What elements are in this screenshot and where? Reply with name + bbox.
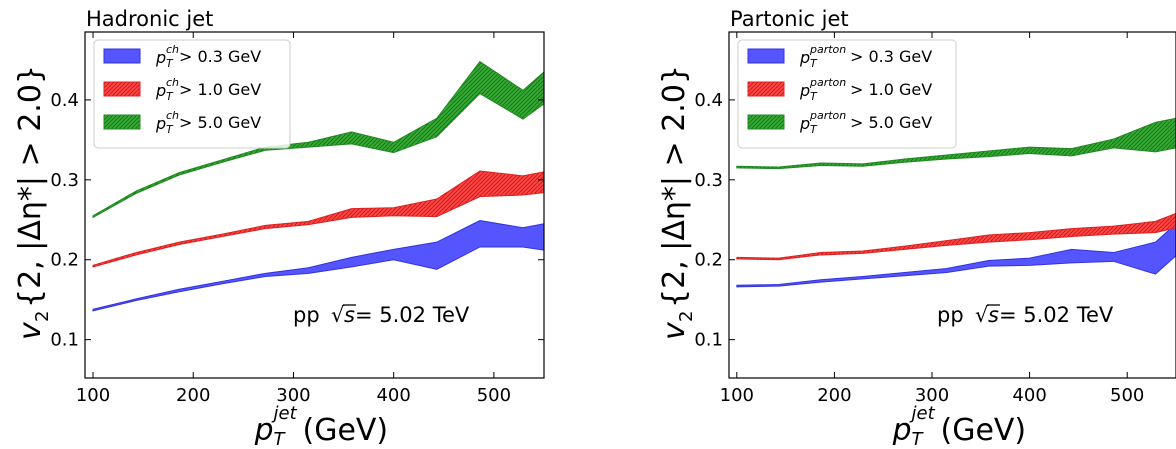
legend-label-sup: ch	[166, 76, 179, 89]
energy-annotation-post: = 5.02 TeV	[999, 303, 1114, 327]
energy-annotation-s: s	[988, 303, 999, 327]
x-tick-label: 100	[76, 385, 110, 406]
x-tick-label: 100	[720, 385, 754, 406]
axes-frame	[728, 31, 1176, 379]
legend-label-base: p	[155, 81, 166, 100]
legend-label-rest: > 5.0 GeV	[179, 113, 261, 132]
legend-label-sub: T	[166, 123, 174, 136]
legend-label-base: p	[799, 48, 810, 67]
chart-title: Partonic jet	[730, 7, 849, 31]
legend-label-sub: T	[810, 57, 818, 70]
x-tick-label: 200	[817, 385, 851, 406]
y-axis-label-sub: 2	[676, 311, 697, 322]
partonic-jet-panel: 100 200 300 400 500 0.1 0.2 0.3 0.4 Partonic jet p…	[657, 7, 1176, 449]
series-band-0	[92, 220, 544, 312]
x-axis-label-unit: (GeV)	[303, 413, 389, 445]
x-axis-label-sup: jet	[271, 403, 298, 424]
legend-swatch-1	[103, 81, 141, 97]
legend-label-base: p	[155, 114, 166, 133]
x-axis-label-main: p	[892, 413, 912, 445]
x-axis-label-sub: T	[274, 429, 287, 445]
x-tick-label: 400	[1012, 385, 1046, 406]
hadronic-jet-panel: 100 200 300 400 500 0.1 0.2 0.3 0.4 Hadronic jet p…	[13, 7, 545, 449]
y-tick-label: 0.1	[50, 330, 79, 351]
legend-label-rest: > 1.0 GeV	[179, 80, 261, 99]
x-tick-label: 500	[1110, 385, 1144, 406]
x-axis-label-unit: (GeV)	[941, 413, 1027, 445]
plot-area	[736, 117, 1176, 288]
legend-label-rest: > 5.0 GeV	[850, 113, 932, 132]
x-tick-label: 200	[176, 385, 210, 406]
legend-label-sub: T	[166, 90, 174, 103]
legend-label-sup: parton	[809, 76, 846, 89]
legend-label-base: p	[799, 81, 810, 100]
x-tick-label: 300	[915, 385, 949, 406]
y-tick-label: 0.3	[694, 170, 723, 191]
series-band-0	[736, 223, 1176, 288]
energy-annotation-sqrt: √	[975, 303, 989, 327]
y-tick-label: 0.2	[50, 250, 79, 271]
y-axis-label-main: v	[657, 321, 692, 340]
legend-swatch-2	[747, 114, 785, 130]
x-axis-label-sub: T	[912, 429, 925, 445]
plot-area	[92, 60, 544, 312]
legend-swatch-0	[103, 48, 141, 64]
legend-label-rest: > 0.3 GeV	[850, 47, 932, 66]
y-axis-label: v2 {2, |Δη*| > 2.0}	[13, 65, 53, 340]
energy-annotation-pre: pp	[937, 303, 964, 327]
legend-label-sup: ch	[166, 43, 179, 56]
x-tick-label: 500	[477, 385, 511, 406]
energy-annotation-pre: pp	[293, 303, 320, 327]
legend-box	[737, 39, 957, 149]
series-band-1	[92, 170, 544, 268]
legend-swatch-1	[747, 81, 785, 97]
x-axis-label-main: p	[254, 413, 274, 445]
energy-annotation-sqrt: √	[331, 303, 345, 327]
legend-label-sup: parton	[809, 109, 846, 122]
y-axis-label-main: v	[13, 321, 48, 340]
legend-label-base: p	[799, 114, 810, 133]
series-band-1	[736, 212, 1176, 261]
legend-label-rest: > 0.3 GeV	[179, 47, 261, 66]
y-tick-label: 0.4	[694, 90, 723, 111]
x-tick-label: 400	[376, 385, 410, 406]
chart-title: Hadronic jet	[86, 7, 213, 31]
legend-box	[93, 39, 291, 149]
legend-label-base: p	[155, 48, 166, 67]
legend-label-sub: T	[166, 57, 174, 70]
x-axis-label-sup: jet	[909, 403, 936, 424]
legend-label-sup: parton	[809, 43, 846, 56]
series-band-2	[736, 117, 1176, 170]
axes-frame	[84, 31, 545, 379]
y-axis-label: v2 {2, |Δη*| > 2.0}	[657, 65, 697, 340]
legend-label-sup: ch	[166, 109, 179, 122]
y-tick-label: 0.2	[694, 250, 723, 271]
y-axis-label-rest: {2, |Δη*| > 2.0}	[13, 65, 48, 308]
legend-label-sub: T	[810, 123, 818, 136]
y-tick-label: 0.4	[50, 90, 79, 111]
legend-swatch-0	[747, 48, 785, 64]
energy-annotation-post: = 5.02 TeV	[355, 303, 470, 327]
y-tick-label: 0.1	[694, 330, 723, 351]
y-tick-label: 0.3	[50, 170, 79, 191]
legend-label-rest: > 1.0 GeV	[850, 80, 932, 99]
legend-swatch-2	[103, 114, 141, 130]
energy-annotation-s: s	[344, 303, 355, 327]
y-axis-label-sub: 2	[32, 311, 53, 322]
x-tick-label: 300	[276, 385, 310, 406]
y-axis-label-rest: {2, |Δη*| > 2.0}	[657, 65, 692, 308]
legend-label-sub: T	[810, 90, 818, 103]
